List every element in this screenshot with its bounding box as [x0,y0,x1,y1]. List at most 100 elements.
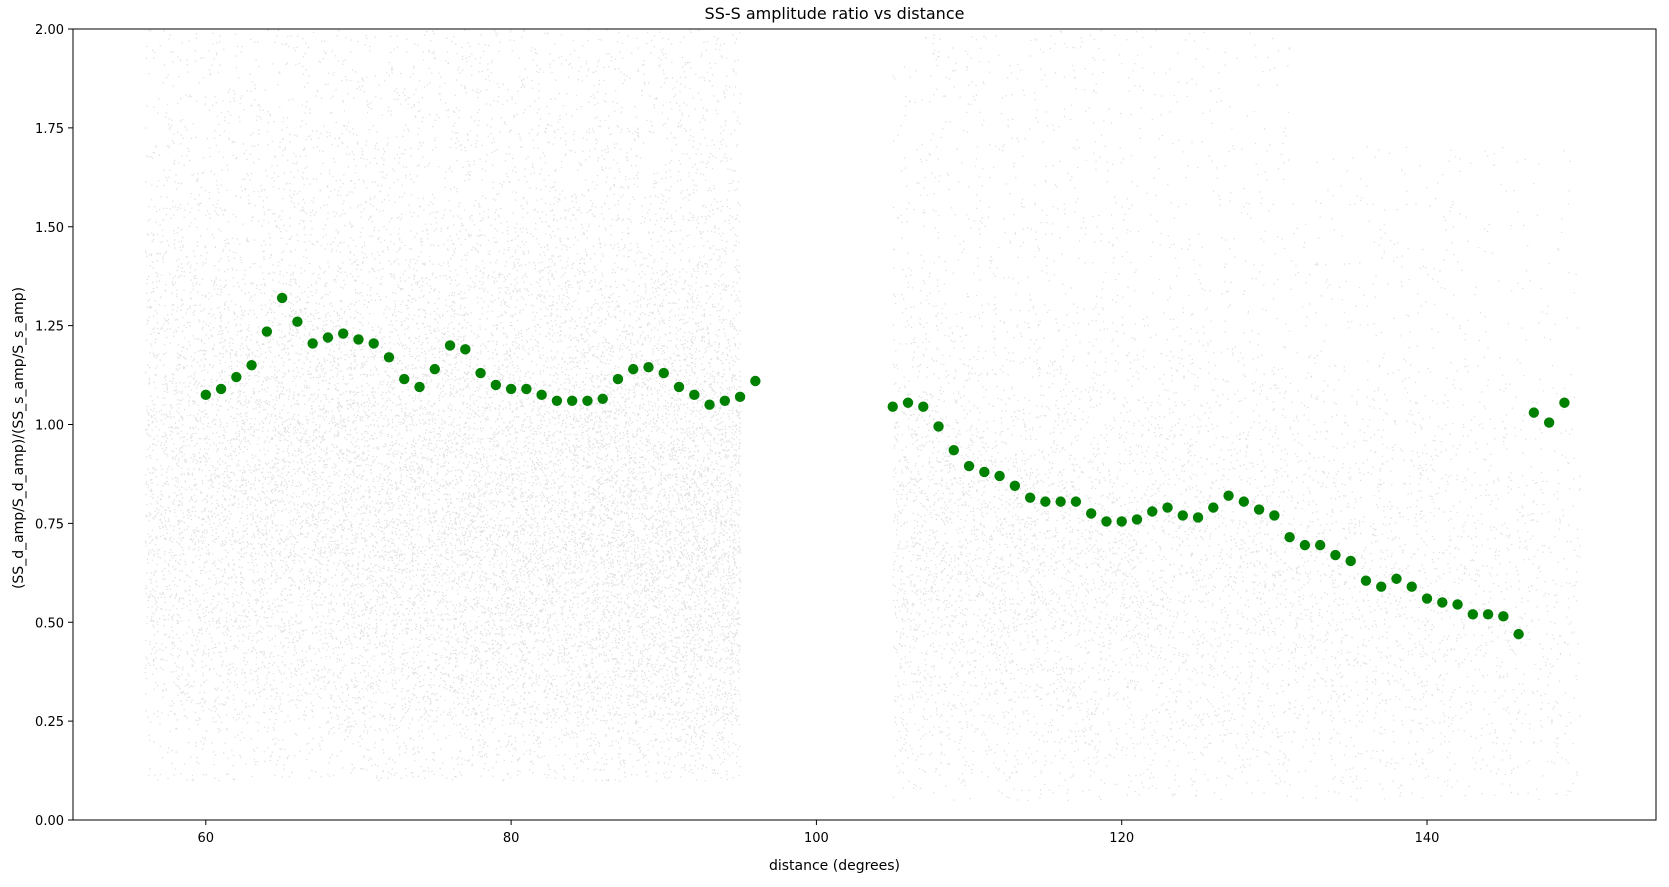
mean-point [1162,502,1173,513]
mean-point [1467,609,1479,620]
mean-point [1345,555,1356,567]
mean-point [1116,516,1127,527]
y-axis-label: (SS_d_amp/S_d_amp)/(SS_s_amp/S_s_amp) [11,286,27,590]
mean-point [719,395,731,406]
mean-point [1284,532,1295,543]
mean-point [1269,510,1280,521]
mean-point [490,379,502,391]
x-tick-label: 140 [1415,831,1440,846]
plot-frame [72,28,1657,821]
mean-point [1208,502,1219,513]
mean-point [1223,490,1234,501]
y-tick-label: 1.00 [35,419,64,434]
mean-point [1406,581,1417,592]
y-tick-label: 1.25 [35,320,64,335]
mean-point [536,389,547,401]
y-tick-label: 0.00 [35,814,64,829]
mean-point [887,401,898,412]
x-tick-label: 80 [503,831,520,846]
mean-point [918,401,929,412]
mean-point [994,470,1005,482]
mean-point [933,421,944,432]
mean-point [1299,539,1311,551]
mean-point [1437,597,1448,608]
mean-point [475,367,486,379]
y-tick-label: 0.75 [35,517,64,532]
mean-point [215,383,227,395]
mean-point [1528,407,1540,418]
mean-point [414,381,425,393]
mean-point [1009,480,1021,492]
mean-point [1543,417,1555,428]
mean-point [628,363,639,375]
mean-point [1253,504,1265,515]
mean-point [337,328,349,339]
mean-point [1391,573,1402,584]
mean-point [948,445,960,456]
axes-layer: 60 80 100 120 140 0.00 0.25 0.50 0.75 1.00 1.25 1.5… [35,23,1657,846]
mean-point [1452,599,1463,610]
mean-point [1147,506,1158,517]
mean-point [292,316,303,327]
mean-points-layer [200,292,1570,640]
mean-point [689,389,700,401]
mean-point [1101,516,1112,527]
background-scatter-points [144,29,1581,802]
mean-point [1177,510,1188,521]
mean-point [1498,611,1509,622]
mean-point [643,361,654,373]
mean-point [276,292,288,304]
mean-point [231,371,242,383]
mean-point [1085,508,1097,519]
y-tick-label: 1.75 [35,122,64,137]
mean-point [582,395,593,406]
mean-point [979,466,990,478]
mean-point [551,395,563,406]
mean-point [1055,496,1066,507]
mean-point [902,397,914,408]
mean-point [521,383,532,395]
mean-point [505,383,517,395]
mean-point [1482,609,1494,620]
mean-point [1330,549,1341,561]
mean-point [704,399,715,410]
x-axis-label: distance (degrees) [768,858,901,874]
mean-point [1513,628,1524,640]
x-tick-label: 120 [1109,831,1134,846]
mean-point [1559,397,1570,408]
mean-point [1314,539,1326,551]
mean-point [246,359,257,371]
y-tick-label: 0.25 [35,715,64,730]
mean-point [1024,492,1036,503]
mean-point [597,393,608,404]
y-tick-label: 1.50 [35,221,64,236]
mean-point [658,367,669,379]
mean-point [963,460,975,472]
y-tick-label: 2.00 [35,23,64,38]
mean-point [750,375,761,387]
background-scatter-layer [144,29,1581,802]
mean-point [612,373,624,385]
mean-point [368,338,379,349]
mean-point [261,326,273,337]
mean-point [399,373,410,385]
mean-point [353,334,364,345]
mean-point [307,338,318,349]
mean-point [383,352,395,363]
mean-point [1376,581,1387,592]
mean-point [1070,496,1082,507]
mean-point [444,340,456,351]
mean-point [1238,496,1250,507]
mean-point [429,363,440,375]
x-tick-label: 100 [804,831,829,846]
mean-point [200,389,212,401]
mean-point [1040,496,1051,507]
x-tick-label: 60 [198,831,215,846]
mean-point [1131,514,1143,525]
mean-point [566,395,578,406]
y-tick-label: 0.50 [35,616,64,631]
mean-point [734,391,746,403]
mean-point [1421,593,1433,604]
